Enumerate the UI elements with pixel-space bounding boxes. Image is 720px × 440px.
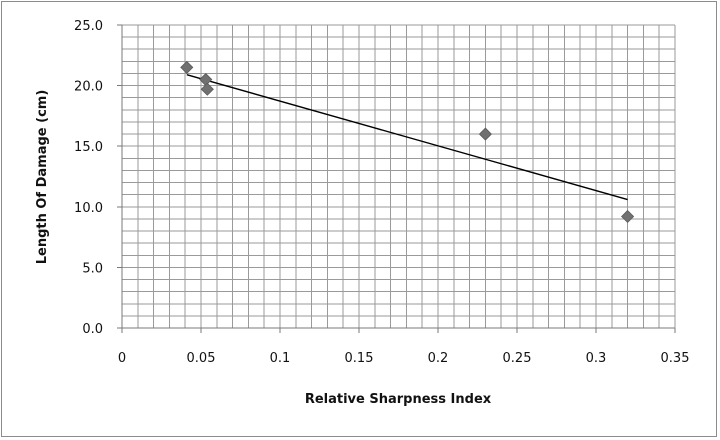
x-tick-label: 0 [118, 351, 126, 366]
x-tick-label: 0.15 [345, 351, 374, 366]
trendline [186, 74, 628, 201]
x-axis-title: Relative Sharpness Index [305, 392, 492, 407]
y-axis-title: Length Of Damage (cm) [35, 90, 50, 265]
x-tick-label: 0.25 [503, 351, 532, 366]
y-tick-label: 25.0 [74, 19, 103, 34]
y-tick-label: 5.0 [82, 261, 103, 276]
data-point-diamond [200, 82, 214, 96]
x-tick-label: 0.3 [586, 351, 607, 366]
x-tick-label: 0.35 [661, 351, 690, 366]
y-tick-label: 20.0 [74, 80, 103, 95]
y-tick-labels: 0.0 5.0 10.0 15.0 20.0 25.0 [74, 19, 103, 337]
x-tick-label: 0.1 [270, 351, 291, 366]
data-point-diamond [180, 60, 194, 74]
y-tick-label: 10.0 [74, 201, 103, 216]
x-tick-label: 0.05 [187, 351, 216, 366]
data-point-diamond [621, 209, 635, 224]
data-point-diamond [199, 72, 213, 87]
x-tick-label: 0.2 [428, 351, 449, 366]
y-tick-label: 15.0 [74, 140, 103, 155]
plot-grid [121, 24, 676, 329]
plot-axes [117, 24, 676, 333]
data-point-diamond [478, 127, 492, 141]
x-tick-labels: 0 0.05 0.1 0.15 0.2 0.25 0.3 0.35 [118, 351, 690, 366]
data-points [180, 60, 635, 224]
trendline-group [186, 74, 628, 201]
y-tick-label: 0.0 [82, 322, 103, 337]
